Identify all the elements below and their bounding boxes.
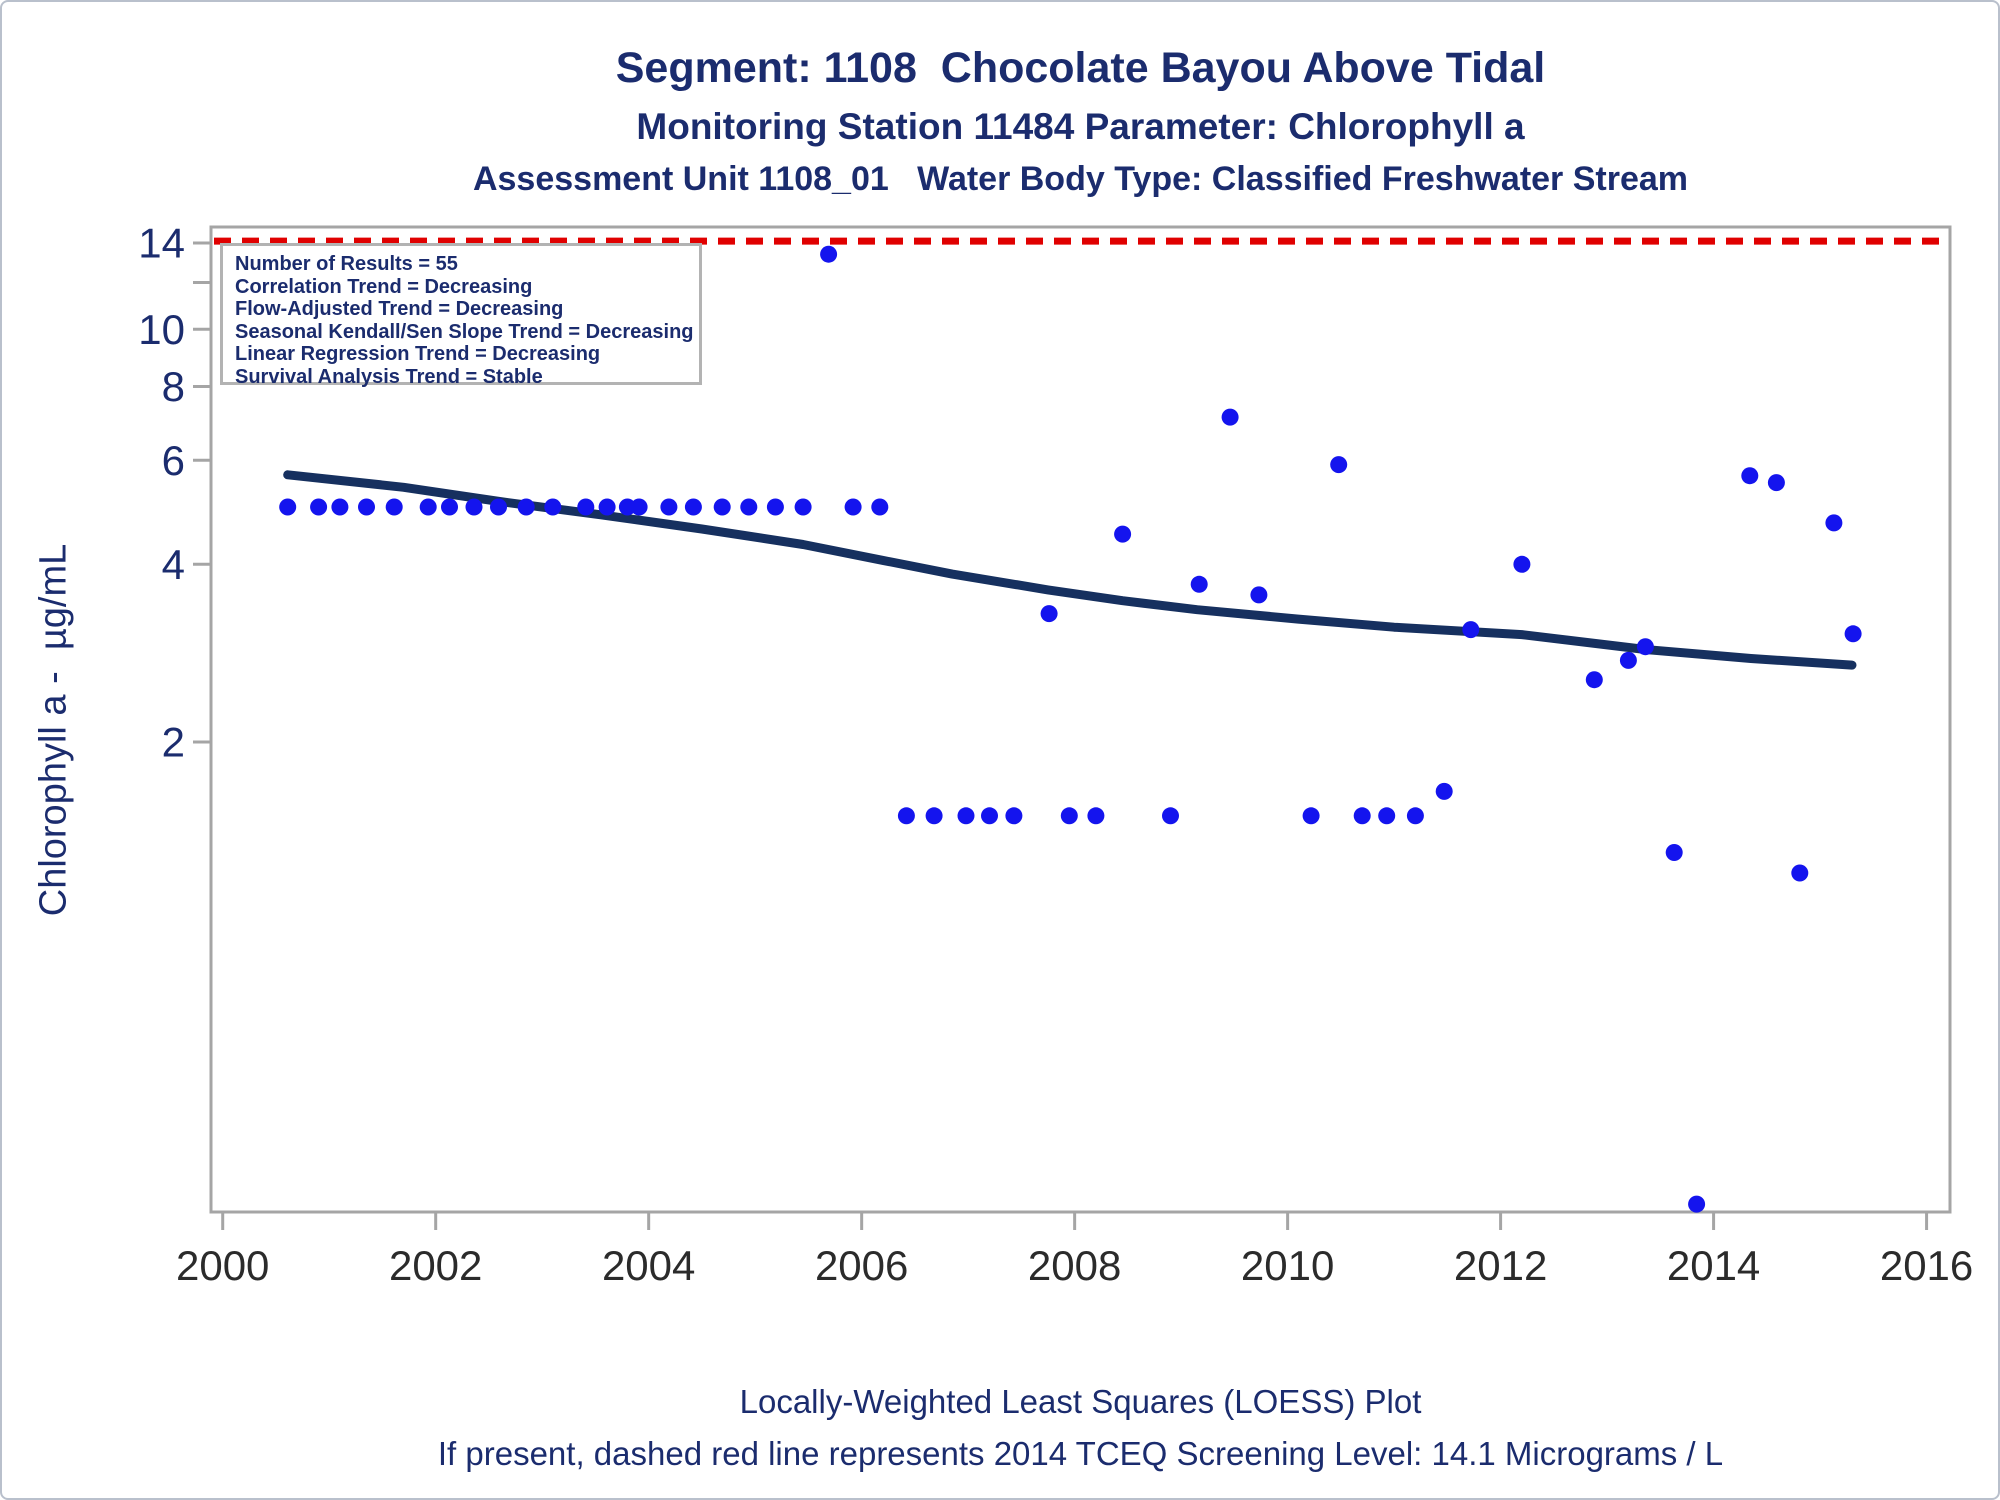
y-tick-label: 14	[138, 220, 185, 267]
plot-frame	[209, 225, 1952, 1214]
data-point	[490, 498, 507, 516]
footer-screening-level-note: If present, dashed red line represents 2…	[437, 1435, 1724, 1472]
data-point	[1636, 638, 1654, 656]
data-point	[1162, 807, 1179, 825]
stat-flow-adjusted-trend: Flow-Adjusted Trend = Decreasing	[235, 298, 564, 320]
data-point	[820, 245, 838, 263]
data-point	[1825, 514, 1843, 532]
data-point	[1585, 671, 1603, 689]
data-point	[766, 498, 784, 516]
data-point	[660, 498, 678, 516]
x-tick-label: 2004	[602, 1242, 695, 1289]
data-point	[1330, 456, 1348, 474]
data-point	[1060, 807, 1078, 825]
stat-seasonal-kendall-trend: Seasonal Kendall/Sen Slope Trend = Decre…	[235, 320, 694, 343]
data-point	[618, 498, 636, 516]
data-point	[844, 498, 862, 516]
data-point	[630, 498, 648, 516]
data-point	[1462, 621, 1480, 639]
x-tick-label: 2000	[176, 1242, 269, 1289]
data-point	[358, 498, 375, 516]
data-point	[441, 498, 458, 516]
data-point	[1190, 575, 1208, 593]
data-point	[310, 498, 328, 516]
data-point	[419, 498, 437, 516]
x-tick-label: 2010	[1241, 1242, 1334, 1289]
data-point	[713, 498, 731, 516]
data-point	[1250, 586, 1268, 604]
y-tick-label: 4	[162, 541, 185, 588]
data-point	[1302, 807, 1320, 825]
y-tick-label: 6	[162, 437, 185, 484]
y-tick-label: 10	[138, 306, 185, 353]
data-point	[1665, 844, 1683, 861]
data-point	[1619, 651, 1637, 669]
stat-survival-analysis-trend: Survival Analysis Trend = Stable	[235, 365, 543, 388]
y-tick-label: 2	[162, 719, 185, 766]
data-point	[981, 807, 998, 825]
x-tick-label: 2012	[1454, 1242, 1547, 1289]
data-point	[925, 807, 943, 825]
loess-trend-line	[283, 470, 1857, 670]
data-point	[544, 498, 562, 516]
data-point	[331, 498, 349, 516]
data-point	[871, 498, 889, 516]
x-tick-label: 2002	[389, 1242, 482, 1289]
stat-correlation-trend: Correlation Trend = Decreasing	[235, 275, 533, 298]
page-subtitle-assessment-unit: Assessment Unit 1108_01 Water Body Type:…	[472, 160, 1689, 198]
data-point	[1406, 807, 1424, 825]
data-point	[740, 498, 758, 516]
data-point	[598, 498, 616, 516]
data-point	[957, 807, 975, 825]
data-point	[1741, 467, 1759, 485]
data-point	[1114, 525, 1132, 543]
data-point	[1844, 625, 1862, 643]
page-title: Segment: 1108 Chocolate Bayou Above Tida…	[615, 44, 1546, 92]
data-point	[1040, 605, 1058, 623]
data-point	[1353, 807, 1371, 825]
x-tick-label: 2006	[815, 1242, 908, 1289]
data-point	[279, 498, 297, 516]
data-point	[1513, 555, 1531, 573]
data-point	[517, 498, 535, 516]
y-axis-title: Chlorophyll a - µg/mL	[32, 543, 75, 917]
data-point	[1767, 474, 1785, 492]
data-point	[1791, 864, 1809, 882]
trend-stats-box: Number of Results = 55 Correlation Trend…	[220, 243, 702, 388]
data-point	[465, 498, 483, 516]
data-point	[684, 498, 702, 516]
data-point	[1688, 1195, 1706, 1213]
data-point	[577, 498, 595, 516]
data-point	[385, 498, 403, 516]
x-tick-label: 2016	[1880, 1242, 1973, 1289]
stat-linear-regression-trend: Linear Regression Trend = Decreasing	[235, 343, 601, 365]
stat-number-of-results: Number of Results = 55	[235, 253, 458, 275]
data-point	[1378, 807, 1396, 825]
data-point	[1435, 782, 1453, 800]
x-tick-label: 2008	[1028, 1242, 1121, 1289]
y-tick-label: 8	[162, 363, 185, 410]
data-point	[1005, 807, 1023, 825]
data-point	[1221, 408, 1239, 426]
data-point	[794, 498, 812, 516]
x-tick-label: 2014	[1667, 1242, 1760, 1289]
data-point	[897, 807, 915, 825]
footer-plot-type: Locally-Weighted Least Squares (LOESS) P…	[739, 1383, 1422, 1420]
data-point	[1087, 807, 1105, 825]
page-subtitle-station: Monitoring Station 11484 Parameter: Chlo…	[636, 106, 1525, 147]
